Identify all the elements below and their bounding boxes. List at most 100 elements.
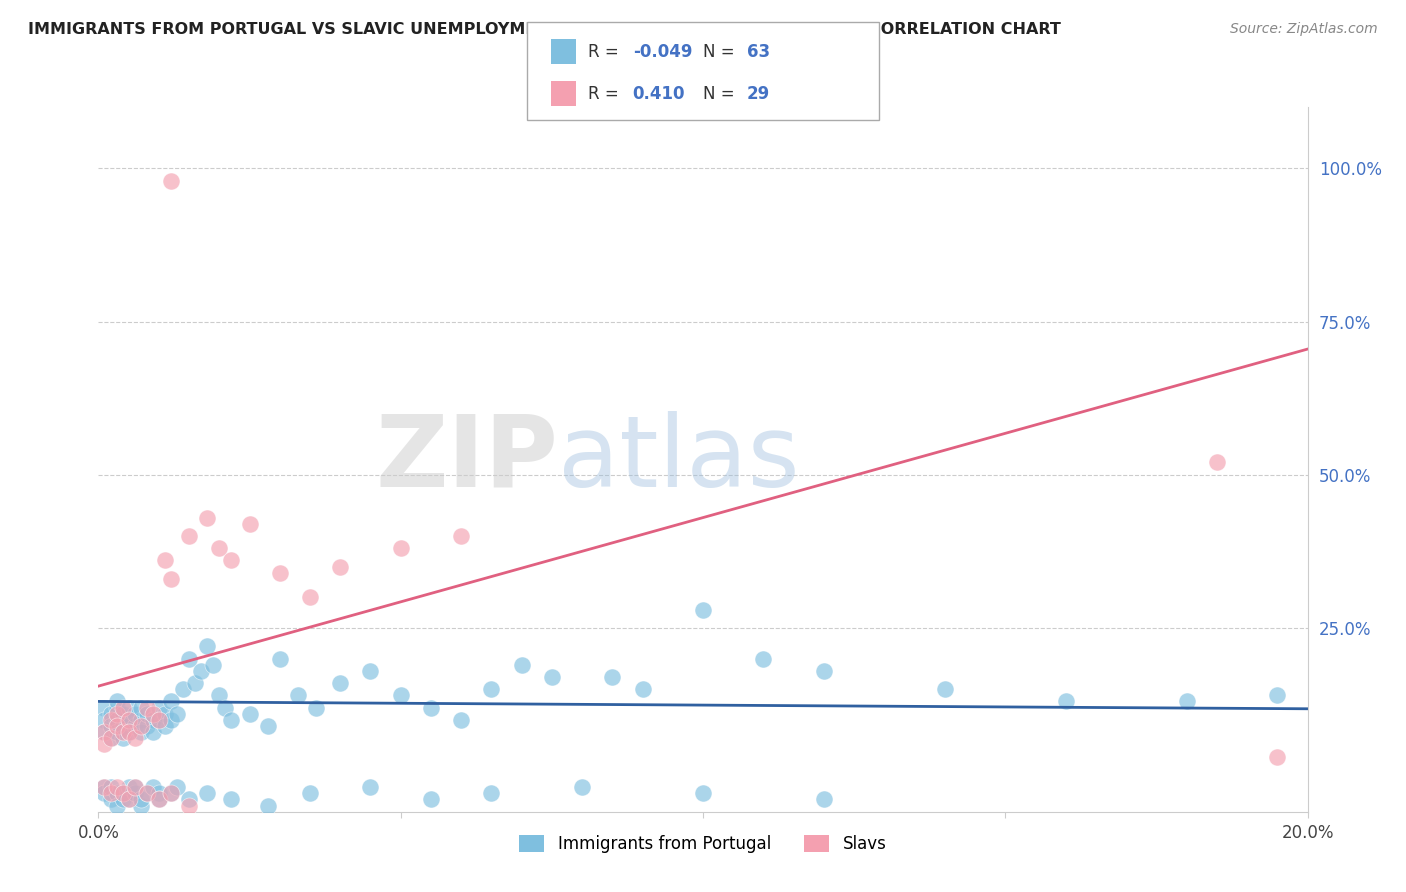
Point bbox=[124, 719, 146, 733]
Point bbox=[195, 510, 218, 524]
Point bbox=[813, 792, 835, 806]
Point bbox=[1267, 688, 1289, 702]
Point bbox=[329, 559, 352, 574]
Point bbox=[142, 713, 165, 727]
Point bbox=[450, 529, 472, 543]
Point bbox=[118, 700, 141, 714]
Point bbox=[153, 553, 176, 567]
Point bbox=[129, 719, 152, 733]
Point bbox=[202, 657, 225, 672]
Point bbox=[105, 713, 128, 727]
Point bbox=[100, 731, 122, 746]
Point bbox=[105, 694, 128, 708]
Point bbox=[208, 541, 231, 556]
Point bbox=[93, 700, 115, 714]
Point bbox=[111, 731, 134, 746]
Point bbox=[148, 792, 170, 806]
Point bbox=[195, 786, 218, 800]
Point bbox=[135, 706, 157, 721]
Point bbox=[135, 786, 157, 800]
Point bbox=[329, 676, 352, 690]
Point bbox=[214, 700, 236, 714]
Point bbox=[450, 713, 472, 727]
Point bbox=[179, 798, 201, 813]
Point bbox=[105, 706, 128, 721]
Point bbox=[299, 786, 322, 800]
Point bbox=[93, 786, 115, 800]
Text: 29: 29 bbox=[747, 85, 770, 103]
Point bbox=[153, 719, 176, 733]
Point bbox=[100, 731, 122, 746]
Text: atlas: atlas bbox=[558, 411, 800, 508]
Point bbox=[179, 529, 201, 543]
Text: N =: N = bbox=[703, 43, 740, 61]
Point bbox=[239, 516, 262, 531]
Text: R =: R = bbox=[588, 85, 624, 103]
Point bbox=[118, 713, 141, 727]
Point bbox=[299, 591, 322, 605]
Point bbox=[105, 798, 128, 813]
Point bbox=[118, 725, 141, 739]
Point bbox=[93, 737, 115, 751]
Point bbox=[105, 780, 128, 795]
Point bbox=[93, 713, 115, 727]
Point bbox=[160, 694, 183, 708]
Point bbox=[153, 706, 176, 721]
Point bbox=[111, 786, 134, 800]
Point bbox=[129, 798, 152, 813]
Point bbox=[813, 664, 835, 678]
Point bbox=[148, 700, 170, 714]
Text: Source: ZipAtlas.com: Source: ZipAtlas.com bbox=[1230, 22, 1378, 37]
Point bbox=[100, 706, 122, 721]
Point bbox=[179, 651, 201, 665]
Text: N =: N = bbox=[703, 85, 740, 103]
Point bbox=[124, 786, 146, 800]
Point bbox=[142, 706, 165, 721]
Point bbox=[111, 786, 134, 800]
Point bbox=[129, 700, 152, 714]
Point bbox=[105, 700, 128, 714]
Point bbox=[124, 731, 146, 746]
Point bbox=[135, 786, 157, 800]
Point bbox=[118, 713, 141, 727]
Point bbox=[105, 725, 128, 739]
Point bbox=[481, 682, 503, 697]
Point bbox=[160, 786, 183, 800]
Point bbox=[190, 664, 212, 678]
Point bbox=[631, 682, 654, 697]
Point bbox=[100, 713, 122, 727]
Point bbox=[172, 682, 194, 697]
Point bbox=[160, 173, 183, 187]
Point bbox=[118, 725, 141, 739]
Point bbox=[105, 786, 128, 800]
Point bbox=[148, 713, 170, 727]
Point bbox=[481, 786, 503, 800]
Point bbox=[752, 651, 775, 665]
Point bbox=[269, 651, 291, 665]
Point bbox=[118, 792, 141, 806]
Point bbox=[105, 719, 128, 733]
Point bbox=[148, 713, 170, 727]
Text: ZIP: ZIP bbox=[375, 411, 558, 508]
Point bbox=[360, 780, 382, 795]
Point bbox=[692, 786, 714, 800]
Point bbox=[360, 664, 382, 678]
Point bbox=[934, 682, 956, 697]
Point bbox=[571, 780, 593, 795]
Point bbox=[305, 700, 328, 714]
Point bbox=[93, 725, 115, 739]
Point bbox=[540, 670, 562, 684]
Point bbox=[239, 706, 262, 721]
Point bbox=[118, 780, 141, 795]
Point bbox=[118, 792, 141, 806]
Point bbox=[389, 541, 412, 556]
Point bbox=[1175, 694, 1198, 708]
Point bbox=[135, 700, 157, 714]
Point bbox=[100, 780, 122, 795]
Point bbox=[256, 798, 278, 813]
Point bbox=[221, 713, 243, 727]
Point bbox=[692, 602, 714, 616]
Point bbox=[269, 566, 291, 580]
Point bbox=[100, 792, 122, 806]
Point bbox=[221, 792, 243, 806]
